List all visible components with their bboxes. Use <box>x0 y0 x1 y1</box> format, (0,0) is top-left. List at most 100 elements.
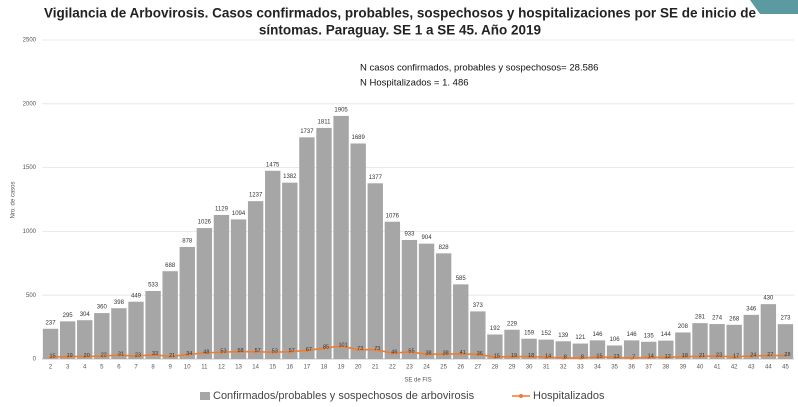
x-tick-label: 30 <box>526 365 533 371</box>
bar <box>743 314 759 359</box>
x-tick-label: 38 <box>662 365 669 371</box>
line-value-label: 18 <box>682 353 688 359</box>
bar <box>623 340 640 359</box>
bar-value-label: 281 <box>695 315 706 321</box>
x-tick-label: 29 <box>509 365 516 371</box>
line-value-label: 15 <box>494 354 500 360</box>
bar-value-label: 360 <box>97 305 108 311</box>
line-point <box>236 349 241 354</box>
bar <box>196 228 213 359</box>
line-point <box>151 353 155 357</box>
x-tick-label: 5 <box>100 365 104 371</box>
line-value-label: 33 <box>152 351 158 357</box>
line-value-label: 8 <box>581 354 584 360</box>
bar-value-label: 585 <box>456 276 467 282</box>
y-tick-label: 1000 <box>23 229 37 235</box>
bar-value-label: 1129 <box>215 207 229 213</box>
line-value-label: 17 <box>733 353 739 359</box>
line-value-label: 19 <box>511 353 517 359</box>
annotation: N Hospitalizados = 1. 486 <box>360 78 469 89</box>
bar <box>470 311 486 359</box>
bar-value-label: 273 <box>780 316 791 322</box>
x-tick-label: 35 <box>611 365 618 371</box>
bar-value-label: 398 <box>114 300 125 306</box>
bar-value-label: 304 <box>80 312 91 318</box>
line-point <box>681 355 685 359</box>
line-point <box>698 354 702 358</box>
bar <box>367 183 383 359</box>
line-value-label: 58 <box>237 348 243 354</box>
line-value-label: 20 <box>84 353 90 359</box>
bar-value-label: 1475 <box>266 162 280 168</box>
line-point <box>271 350 275 354</box>
line <box>50 345 786 359</box>
x-tick-label: 14 <box>252 365 259 371</box>
bar <box>487 334 503 359</box>
bar-value-label: 106 <box>610 337 621 343</box>
x-tick-label: 12 <box>218 365 225 371</box>
x-tick-label: 6 <box>117 365 121 371</box>
bar <box>675 332 691 359</box>
bar <box>777 324 794 359</box>
bar <box>504 329 520 359</box>
bar-value-label: 1905 <box>334 108 348 114</box>
bar <box>162 271 178 359</box>
bar <box>453 284 469 359</box>
x-tick-label: 43 <box>748 365 755 371</box>
line-point <box>339 344 343 348</box>
corner-decoration <box>750 0 798 14</box>
bar <box>230 219 247 359</box>
y-tick-label: 1500 <box>23 165 37 171</box>
bar-value-label: 1076 <box>386 213 400 219</box>
x-tick-label: 18 <box>321 365 328 371</box>
bar <box>521 338 537 359</box>
x-tick-label: 3 <box>66 365 70 371</box>
legend-swatch <box>519 394 523 398</box>
bar <box>333 115 349 359</box>
line-point <box>48 355 53 359</box>
x-tick-label: 17 <box>304 365 311 371</box>
line-point <box>766 353 770 358</box>
bar <box>658 340 674 359</box>
y-axis-label: Nro. de casos <box>11 181 17 218</box>
line-point <box>749 354 753 358</box>
line-value-label: 21 <box>169 353 175 359</box>
bar-value-label: 430 <box>763 296 774 302</box>
line-point <box>476 352 480 357</box>
bar <box>265 170 281 359</box>
x-tick-label: 21 <box>372 365 379 371</box>
line-value-label: 48 <box>203 349 209 355</box>
chart-title: Vigilancia de Arbovirosis. Casos confirm… <box>44 6 756 21</box>
x-tick-label: 32 <box>560 365 567 371</box>
bar <box>350 143 366 359</box>
bar <box>213 214 230 359</box>
line-value-label: 38 <box>425 351 431 357</box>
bar-value-label: 229 <box>507 321 518 327</box>
line-point <box>715 354 719 358</box>
bar <box>128 301 144 359</box>
bar-value-label: 159 <box>524 330 535 336</box>
line-point <box>100 354 104 358</box>
line-value-label: 46 <box>391 350 397 356</box>
line-value-label: 101 <box>338 343 347 349</box>
x-tick-label: 36 <box>628 365 635 371</box>
bar <box>709 324 725 359</box>
line-value-label: 23 <box>716 353 722 359</box>
bar <box>401 239 418 359</box>
x-tick-label: 33 <box>577 365 584 371</box>
y-tick-label: 2000 <box>23 101 37 107</box>
x-tick-label: 7 <box>134 365 138 371</box>
bar-value-label: 274 <box>712 316 723 322</box>
line-value-label: 19 <box>67 353 73 359</box>
bar-value-label: 192 <box>490 326 501 332</box>
bar-value-label: 1811 <box>318 119 332 125</box>
line-point <box>219 350 224 354</box>
bar <box>247 201 264 359</box>
annotation: N casos confirmados, probables y sospech… <box>360 63 598 74</box>
line-point <box>630 356 634 360</box>
bar-value-label: 449 <box>131 293 142 299</box>
line-value-label: 28 <box>784 352 790 358</box>
x-tick-label: 9 <box>169 365 173 371</box>
line-value-label: 31 <box>118 351 124 357</box>
